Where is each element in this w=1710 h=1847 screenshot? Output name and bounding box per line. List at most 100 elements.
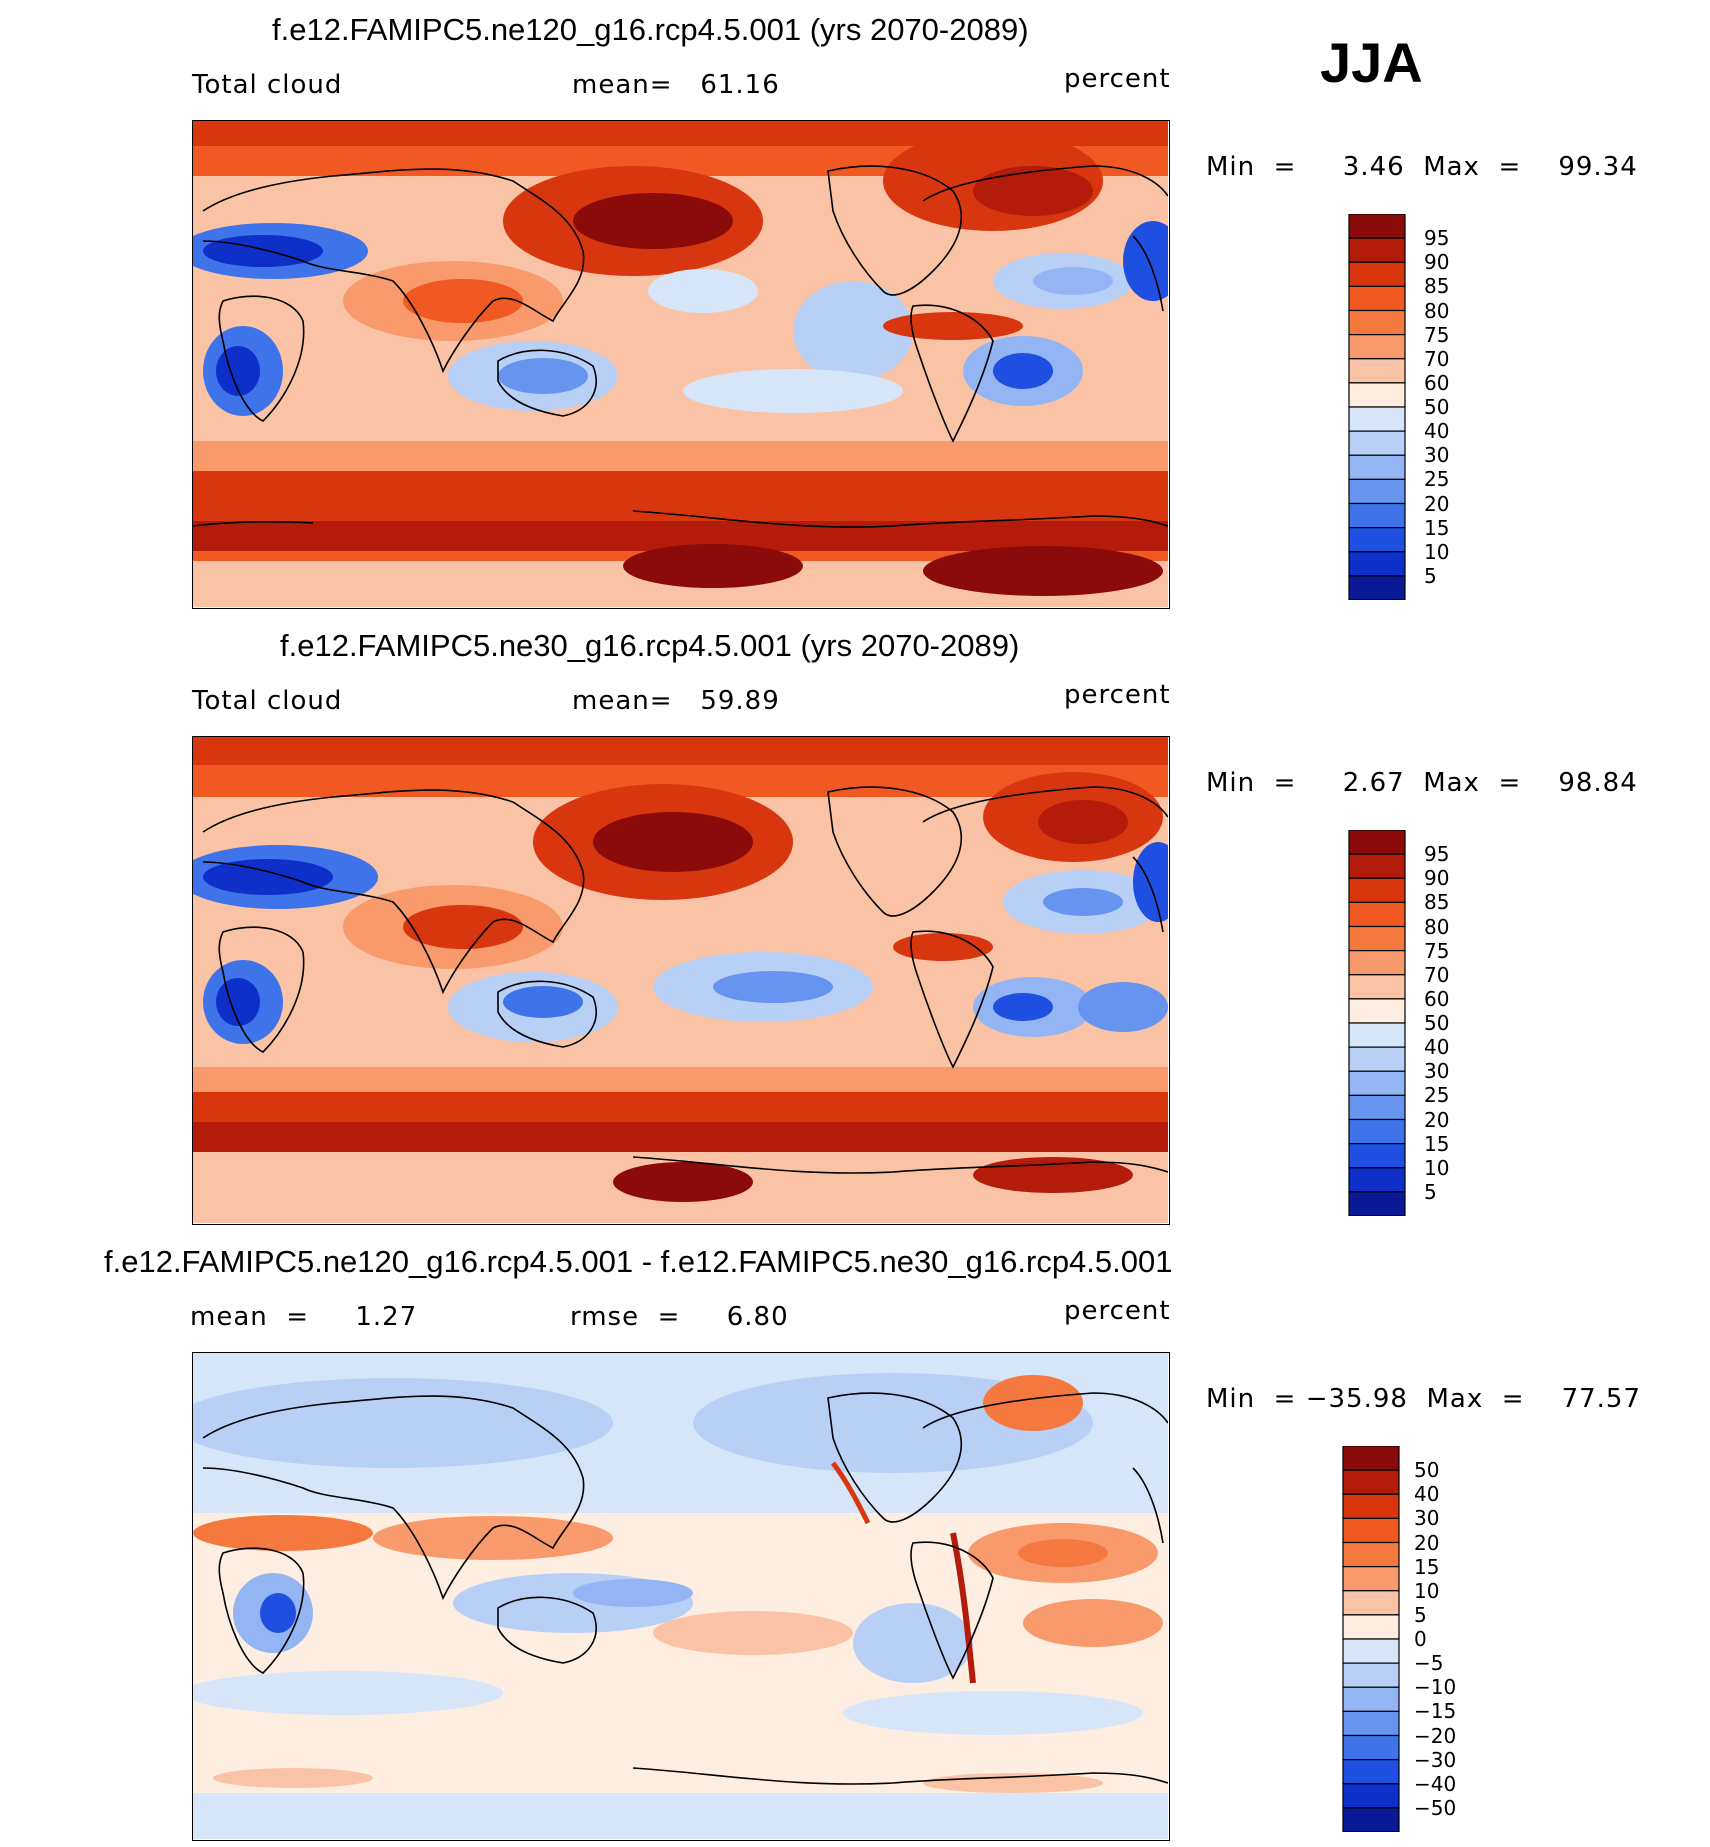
colorbar-tick-label: 90 [1424,250,1450,275]
colorbar-swatch [1348,998,1406,1024]
panel-3-center-label: rmse = 6.80 [570,1302,789,1332]
colorbar-tick-label: 70 [1424,962,1450,987]
colorbar-swatch [1348,454,1406,480]
colorbar-swatch [1342,1566,1400,1592]
colorbar-tick-label: 50 [1414,1458,1440,1483]
colorbar-swatch [1348,575,1406,601]
colorbar-swatch [1342,1638,1400,1664]
colorbar-swatch [1348,1191,1406,1217]
colorbar-tick-label: 10 [1424,539,1450,564]
colorbar-swatch [1348,382,1406,408]
colorbar-swatch [1348,406,1406,432]
colorbar-swatch [1348,877,1406,903]
colorbar-swatch [1348,551,1406,577]
colorbar-swatch [1348,1167,1406,1193]
colorbar-swatch [1348,974,1406,1000]
panel-1-minmax: Min = 3.46 Max = 99.34 [1206,152,1638,182]
colorbar-tick-label: 80 [1424,298,1450,323]
colorbar-tick-label: 75 [1424,938,1450,963]
colorbar-tick-label: 10 [1424,1155,1450,1180]
panel-2-colorbar-svg [1348,829,1406,1217]
colorbar-tick-label: 95 [1424,842,1450,867]
colorbar-swatch [1342,1493,1400,1519]
colorbar-tick-label: 25 [1424,1083,1450,1108]
colorbar-swatch [1348,285,1406,312]
panel-1-map-svg [193,121,1168,607]
colorbar-swatch [1342,1759,1400,1785]
panel-1-center-label: mean= 61.16 [572,70,780,100]
colorbar-tick-label: 95 [1424,226,1450,251]
colorbar-tick-label: 0 [1414,1627,1427,1651]
colorbar-tick-label: −5 [1414,1651,1444,1676]
colorbar-tick-label: 5 [1414,1602,1427,1627]
colorbar-tick-label: 10 [1414,1578,1440,1603]
colorbar-tick-label: 15 [1424,515,1450,540]
colorbar-swatch [1348,1046,1406,1072]
colorbar-tick-label: 5 [1424,1179,1437,1204]
panel-2-map-svg [193,737,1168,1223]
colorbar-swatch [1342,1710,1400,1737]
colorbar-swatch [1348,430,1406,456]
colorbar-tick-label: 15 [1424,1131,1450,1156]
colorbar-tick-label: 40 [1424,419,1450,444]
panel-3-colorbar [1342,1445,1400,1833]
colorbar-swatch [1342,1783,1400,1809]
colorbar-swatch [1348,502,1406,529]
colorbar-tick-label: 60 [1424,370,1450,395]
colorbar-swatch [1342,1807,1400,1833]
colorbar-swatch [1348,334,1406,360]
panel-1-map [192,120,1170,609]
colorbar-tick-label: 20 [1424,1107,1450,1132]
colorbar-tick-label: 50 [1424,395,1450,419]
colorbar-swatch [1342,1541,1400,1568]
colorbar-tick-label: −40 [1414,1771,1457,1796]
panel-3-left-label: mean = 1.27 [190,1302,418,1332]
colorbar-tick-label: 40 [1424,1035,1450,1060]
panel-2-title: f.e12.FAMIPC5.ne30_g16.rcp4.5.001 (yrs 2… [280,628,1020,663]
colorbar-swatch [1348,950,1406,976]
colorbar-tick-label: 5 [1424,563,1437,588]
panel-3-map-svg [193,1353,1168,1839]
colorbar-tick-label: 30 [1414,1506,1440,1531]
colorbar-swatch [1342,1734,1400,1761]
panel-3-colorbar-svg [1342,1445,1400,1833]
colorbar-tick-label: 25 [1424,467,1450,492]
colorbar-swatch [1348,853,1406,879]
season-label: JJA [1320,31,1423,94]
colorbar-swatch [1348,901,1406,928]
colorbar-swatch [1348,1070,1406,1096]
colorbar-swatch [1342,1686,1400,1712]
colorbar-swatch [1348,1094,1406,1121]
colorbar-tick-label: 60 [1424,986,1450,1011]
colorbar-swatch [1348,925,1406,952]
colorbar-tick-label: 50 [1424,1011,1450,1035]
colorbar-tick-label: −10 [1414,1675,1457,1700]
panel-2-center-label: mean= 59.89 [572,686,780,716]
colorbar-tick-label: −20 [1414,1723,1457,1748]
colorbar-tick-label: 30 [1424,1059,1450,1084]
colorbar-tick-label: 90 [1424,866,1450,891]
panel-2-right-label: percent [1064,680,1171,710]
colorbar-tick-label: −50 [1414,1795,1457,1820]
colorbar-tick-label: 20 [1414,1530,1440,1555]
colorbar-tick-label: 20 [1424,491,1450,516]
colorbar-swatch [1348,309,1406,336]
colorbar-swatch [1348,213,1406,239]
colorbar-tick-label: −30 [1414,1747,1457,1772]
colorbar-tick-label: −15 [1414,1699,1457,1724]
panel-3-right-label: percent [1064,1296,1171,1326]
colorbar-swatch [1348,358,1406,384]
colorbar-swatch [1342,1662,1400,1688]
colorbar-swatch [1342,1590,1400,1616]
colorbar-tick-label: 15 [1414,1554,1440,1579]
colorbar-swatch [1348,478,1406,505]
panel-1-left-label: Total cloud [192,70,343,100]
panel-1-title: f.e12.FAMIPC5.ne120_g16.rcp4.5.001 (yrs … [272,12,1029,47]
panel-2-minmax: Min = 2.67 Max = 98.84 [1206,768,1638,798]
panel-1-colorbar [1348,213,1406,601]
colorbar-swatch [1348,261,1406,287]
colorbar-tick-label: 30 [1424,443,1450,468]
colorbar-swatch [1342,1445,1400,1471]
colorbar-swatch [1348,237,1406,263]
panel-2-map [192,736,1170,1225]
